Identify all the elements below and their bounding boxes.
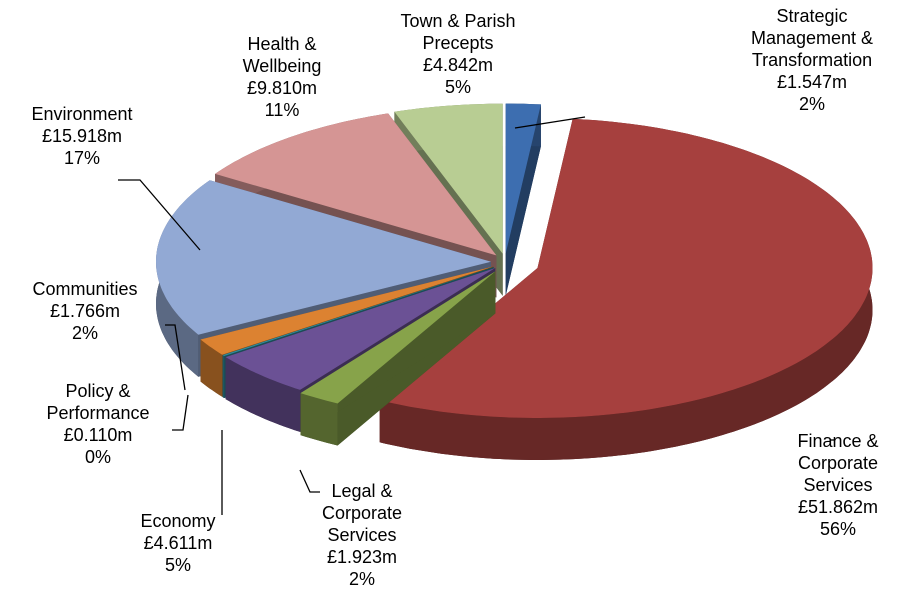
slice-wall [200, 339, 223, 397]
category-label: Strategic Management & Transformation [750, 6, 874, 70]
category-label: Policy & Performance [46, 381, 150, 423]
slice-label: Legal & Corporate Services £1.923m 2% [307, 480, 417, 590]
value-label: £1.766m [49, 301, 121, 321]
slice-label: Communities £1.766m 2% [10, 278, 160, 344]
value-label: £0.110m [63, 425, 133, 445]
value-label: £1.923m [326, 547, 398, 567]
value-label: £4.842m [422, 55, 494, 75]
slice-wall [225, 357, 301, 432]
slice-label: Policy & Performance £0.110m 0% [38, 380, 158, 468]
percent-label: 0% [84, 447, 111, 467]
slice [379, 118, 873, 419]
slice [156, 180, 491, 335]
value-label: £1.547m [776, 72, 848, 92]
slice-wall [300, 393, 338, 446]
slice [394, 103, 503, 254]
leader-line [514, 116, 586, 129]
leader-line [172, 394, 189, 431]
slice-label: Finance & Corporate Services £51.862m 56% [783, 430, 893, 540]
leader-line [118, 179, 201, 251]
slice [300, 271, 496, 404]
slice-side [505, 104, 541, 296]
slice-label: Economy £4.611m 5% [123, 510, 233, 576]
value-label: £15.918m [41, 126, 123, 146]
category-label: Environment [31, 104, 133, 124]
slice-label: Environment £15.918m 17% [17, 103, 147, 169]
slice-label: Health & Wellbeing £9.810m 11% [227, 33, 337, 121]
slice-label: Town & Parish Precepts £4.842m 5% [388, 10, 528, 98]
percent-label: 2% [798, 94, 825, 114]
percent-label: 17% [63, 148, 101, 168]
slice-side [300, 271, 496, 436]
slice-label: Strategic Management & Transformation £1.… [737, 5, 887, 115]
slice [215, 113, 497, 256]
leader-line [299, 469, 320, 493]
percent-label: 5% [444, 77, 471, 97]
slice [505, 103, 541, 254]
slice-wall [222, 355, 225, 398]
category-label: Economy [140, 511, 216, 531]
leader-line [165, 324, 186, 391]
value-label: £9.810m [246, 78, 318, 98]
value-label: £51.862m [797, 497, 879, 517]
slice [225, 268, 496, 390]
category-label: Town & Parish Precepts [400, 11, 516, 53]
slice [222, 267, 494, 356]
percent-label: 2% [71, 323, 98, 343]
category-label: Finance & Corporate Services [797, 431, 879, 495]
percent-label: 11% [264, 100, 300, 120]
percent-label: 56% [819, 519, 857, 539]
category-label: Health & Wellbeing [242, 34, 322, 76]
slice-wall [379, 118, 873, 461]
percent-label: 5% [164, 555, 191, 575]
value-label: £4.611m [143, 533, 213, 553]
category-label: Legal & Corporate Services [321, 481, 403, 545]
percent-label: 2% [348, 569, 375, 589]
category-label: Communities [32, 279, 138, 299]
slice [200, 266, 494, 355]
